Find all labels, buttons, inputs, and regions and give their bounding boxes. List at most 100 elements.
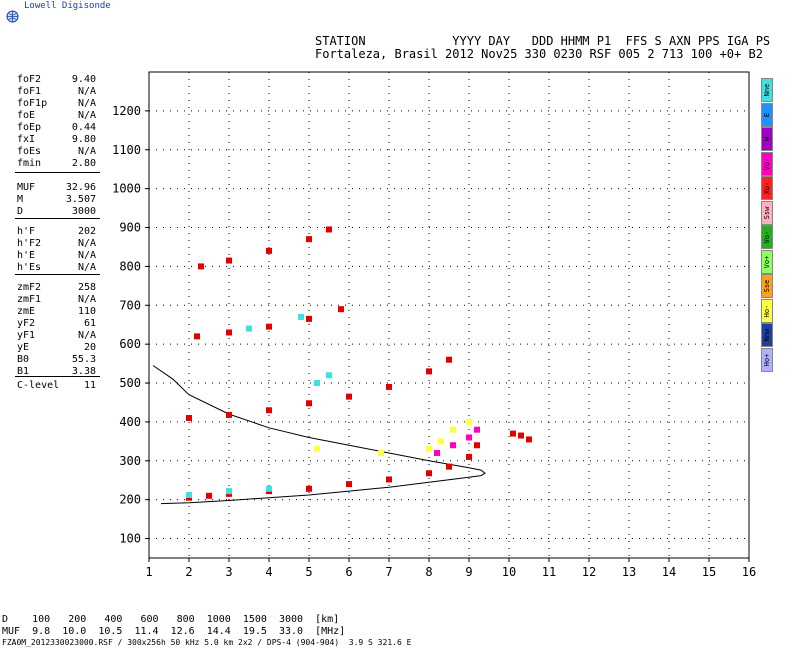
x-tick-label: 14 xyxy=(662,565,676,579)
param-label: D xyxy=(17,206,24,217)
param-fxi: fxI 9.80 xyxy=(0,134,100,146)
param-d: D 3000 xyxy=(0,206,100,218)
y-tick-label: 100 xyxy=(119,532,141,546)
param-label: foE xyxy=(17,110,36,121)
param-value: N/A xyxy=(77,238,96,249)
legend-item: Nnw xyxy=(761,323,773,347)
y-tick-label: 500 xyxy=(119,376,141,390)
legend-label: W xyxy=(763,136,771,142)
y-tick-label: 400 xyxy=(119,415,141,429)
y-tick-label: 700 xyxy=(119,298,141,312)
legend-item: Vo+ xyxy=(761,249,773,274)
param-label: foEs xyxy=(17,146,42,157)
echo-point xyxy=(226,488,232,495)
echo-point xyxy=(266,323,272,330)
legend-item: E xyxy=(761,102,773,127)
echo-point xyxy=(186,415,192,422)
param-ye: yE 20 xyxy=(0,342,100,354)
x-tick-label: 9 xyxy=(465,565,472,579)
param-yf2: yF2 61 xyxy=(0,318,100,330)
y-tick-label: 600 xyxy=(119,337,141,351)
echo-point xyxy=(510,430,516,437)
echo-point xyxy=(466,434,472,441)
param-muf: MUF 32.96 xyxy=(0,182,100,194)
param-zmf1: zmF1 N/A xyxy=(0,294,100,306)
legend-label: Xo- xyxy=(763,181,771,195)
param-value: 11 xyxy=(83,380,96,391)
param-value: N/A xyxy=(77,110,96,121)
param-value: 0.44 xyxy=(71,122,96,133)
param-label: foF2 xyxy=(17,74,42,85)
x-tick-label: 6 xyxy=(345,565,352,579)
param-value: 9.40 xyxy=(71,74,96,85)
param-label: M xyxy=(17,194,24,205)
param-value: 3000 xyxy=(71,206,96,217)
x-tick-label: 13 xyxy=(622,565,636,579)
param-separator xyxy=(15,218,100,219)
plot-frame xyxy=(148,71,750,559)
param-fof2: foF2 9.40 xyxy=(0,74,100,86)
param-value: N/A xyxy=(77,294,96,305)
echo-point xyxy=(346,393,352,400)
legend-label: Vo- xyxy=(763,157,771,170)
param-c-level: C-level 11 xyxy=(0,380,100,392)
legend-label: Ho- xyxy=(763,304,771,317)
param-label: h'F2 xyxy=(17,238,42,249)
legend-label: Ssw xyxy=(763,206,771,219)
echo-point xyxy=(426,368,432,375)
y-tick-label: 300 xyxy=(119,454,141,468)
param-label: yF1 xyxy=(17,330,36,341)
param-h-f: h'F 202 xyxy=(0,226,100,238)
param-separator xyxy=(15,274,100,275)
echo-point xyxy=(198,263,204,270)
param-fof1: foF1 N/A xyxy=(0,86,100,98)
echo-point xyxy=(226,329,232,336)
param-separator xyxy=(15,172,100,173)
param-label: h'F xyxy=(17,226,36,237)
echo-point xyxy=(206,492,212,499)
echo-point xyxy=(266,485,272,492)
echo-point xyxy=(426,470,432,477)
legend-item: Vo- xyxy=(761,151,773,176)
param-value: N/A xyxy=(77,262,96,273)
x-tick-label: 1 xyxy=(145,565,152,579)
y-tick-label: 1200 xyxy=(112,104,141,118)
legend-item: Ssw xyxy=(761,200,773,225)
legend-label: Ho+ xyxy=(763,353,771,366)
param-h-e: h'E N/A xyxy=(0,250,100,262)
x-tick-label: 8 xyxy=(425,565,432,579)
echo-point xyxy=(306,485,312,492)
legend-item: Nne xyxy=(761,78,773,102)
param-label: yE xyxy=(17,342,30,353)
echo-point xyxy=(450,442,456,449)
echo-point xyxy=(474,426,480,433)
x-tick-label: 5 xyxy=(305,565,312,579)
param-zmf2: zmF2 258 xyxy=(0,282,100,294)
param-value: 3.507 xyxy=(65,194,96,205)
echo-point xyxy=(466,418,472,425)
param-value: N/A xyxy=(77,250,96,261)
param-label: fmin xyxy=(17,158,42,169)
model-profile-curve xyxy=(152,365,486,505)
legend-item: Sse xyxy=(761,274,773,298)
echo-point xyxy=(446,463,452,470)
echo-point xyxy=(378,450,384,457)
param-yf1: yF1 N/A xyxy=(0,330,100,342)
echo-point xyxy=(306,236,312,243)
echo-point xyxy=(434,450,440,457)
param-label: h'Es xyxy=(17,262,42,273)
echo-point xyxy=(426,446,432,453)
param-foes: foEs N/A xyxy=(0,146,100,158)
param-h-es: h'Es N/A xyxy=(0,262,100,274)
param-label: zmF1 xyxy=(17,294,42,305)
param-b0: B0 55.3 xyxy=(0,354,100,366)
echo-point xyxy=(518,432,524,439)
echo-point xyxy=(474,442,480,449)
param-label: B0 xyxy=(17,354,30,365)
param-value: 110 xyxy=(77,306,96,317)
echo-point xyxy=(326,226,332,233)
param-label: foEp xyxy=(17,122,42,133)
param-foep: foEp 0.44 xyxy=(0,122,100,134)
param-label: foF1p xyxy=(17,98,48,109)
y-tick-label: 900 xyxy=(119,221,141,235)
